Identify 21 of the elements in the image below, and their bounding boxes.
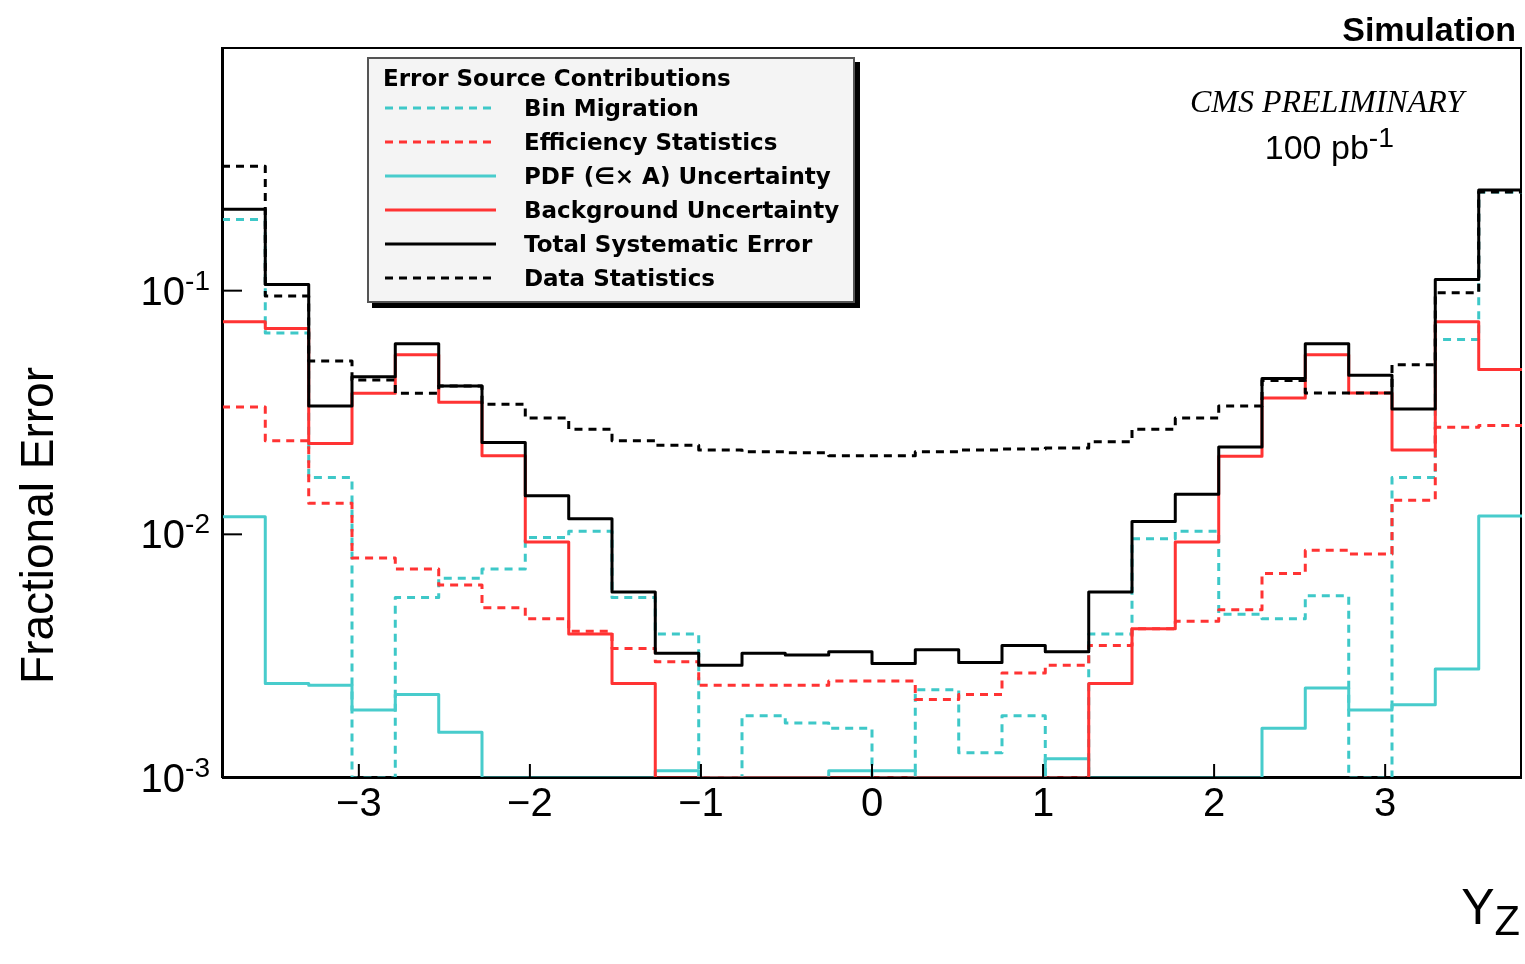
legend-label: Data Statistics [524,265,715,291]
x-tick-label: −1 [678,780,724,825]
annotation: Simulation [1342,10,1516,49]
y-tick-label: 10$^{-1}$ [140,264,210,313]
legend-label: Bin Migration [524,95,699,121]
x-tick-label: 2 [1202,780,1226,825]
legend-label: Efficiency Statistics [524,129,778,155]
x-axis-title: Y$_{Z}$ [1461,878,1520,945]
legend-title: Error Source Contributions [383,65,732,91]
y-tick-label: 10$^{-2}$ [140,507,210,557]
x-tick-label: 1 [1031,780,1055,825]
y-tick-label: 10$^{-3}$ [140,751,210,800]
x-tick-label: −3 [336,780,382,825]
legend-label: Total Systematic Error [524,231,813,257]
annotation: 100 pb$^{-1}$ [1264,121,1394,168]
x-tick-label: 0 [860,780,884,825]
legend-label: Background Uncertainty [524,197,840,223]
x-tick-label: −2 [507,780,553,825]
x-tick-label: 3 [1374,780,1397,825]
legend-label: PDF (∈× A) Uncertainty [524,163,831,189]
y-axis-title: Fractional Error [10,367,64,684]
